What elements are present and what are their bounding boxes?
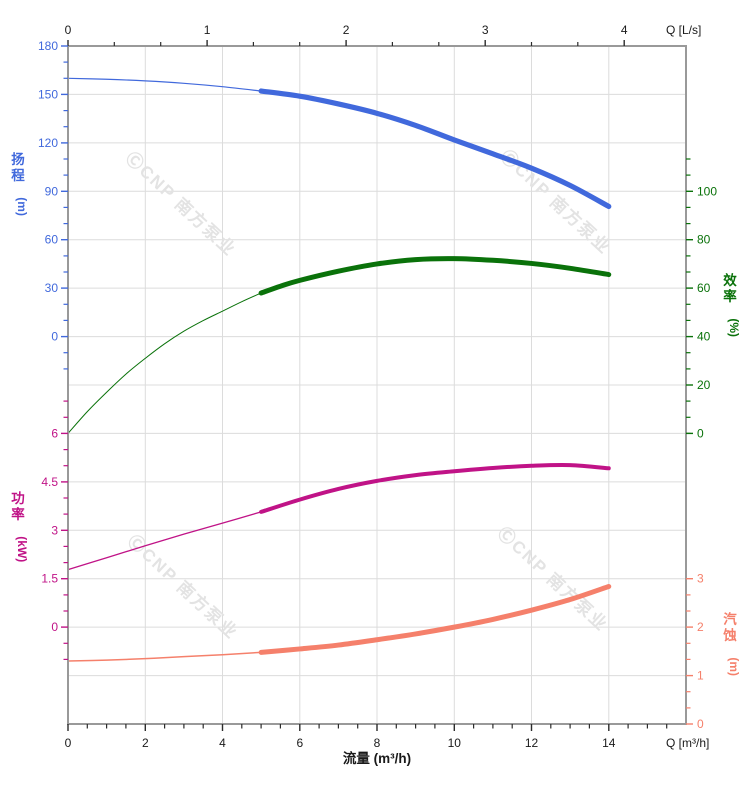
y-axis-unit-head: (m) [15, 197, 29, 216]
y-tick-label: 0 [697, 717, 704, 731]
y-axis-title-power: 功 [11, 491, 25, 506]
y-axis-head: 180 150 120 90 60 30 0 扬程 (m) [11, 39, 68, 370]
y-tick-label: 0 [51, 330, 58, 344]
y-tick-label: 40 [697, 330, 711, 344]
y-axis-unit-power: (kW) [15, 536, 29, 562]
efficiency-curve [258, 256, 612, 296]
power-curve [259, 462, 611, 514]
series-layer [67, 77, 612, 662]
power-curve-thin [67, 511, 262, 571]
y-axis-title-eff: 率 [723, 288, 737, 304]
y-tick-label: 6 [51, 426, 58, 440]
y-tick-label: 1.5 [41, 572, 58, 586]
y-tick-label: 60 [697, 281, 711, 295]
y-tick-label: 2 [697, 620, 704, 634]
y-tick-label: 150 [38, 87, 58, 101]
y-axis-title-head: 程 [11, 168, 25, 183]
gridlines [68, 46, 686, 724]
y-axis-title-npsh: 汽 [723, 611, 737, 627]
x-tick-label: 8 [374, 736, 381, 750]
x-axis-title: 流量 (m³/h) [343, 750, 411, 766]
x-tick-label: 6 [296, 736, 303, 750]
y-tick-label: 100 [697, 184, 717, 198]
x-axis-top: 0 1 2 3 4 Q [L/s] [65, 23, 701, 46]
y-tick-label: 120 [38, 136, 58, 150]
x-tick-label: 14 [602, 736, 616, 750]
x-axis-unit-bottom: Q [m³/h] [666, 736, 709, 750]
x-tick-label: 2 [343, 23, 350, 37]
y-tick-label: 4.5 [41, 475, 58, 489]
x-tick-label: 2 [142, 736, 149, 750]
y-tick-label: 3 [51, 523, 58, 537]
y-axis-title-head: 扬 [11, 151, 25, 167]
x-tick-label: 3 [482, 23, 489, 37]
x-axis-unit-top: Q [L/s] [666, 23, 701, 37]
x-axis-bottom: 0 2 4 6 8 10 12 14 Q [m³/h] 流量 (m³/h) [65, 724, 709, 766]
x-tick-label: 1 [204, 23, 211, 37]
y-axis-power: 6 4.5 3 1.5 0 功率 (kW) [11, 400, 68, 661]
y-tick-label: 0 [697, 426, 704, 440]
y-tick-label: 60 [45, 233, 59, 247]
x-tick-label: 0 [65, 736, 72, 750]
y-tick-label: 90 [45, 184, 59, 198]
y-axis-unit-npsh: (m) [727, 657, 741, 676]
y-axis-title-power: 率 [11, 506, 25, 522]
x-tick-label: 10 [448, 736, 462, 750]
y-tick-label: 30 [45, 281, 59, 295]
efficiency-curve-thin [67, 292, 262, 434]
y-tick-label: 0 [51, 620, 58, 634]
npsh-curve-thin [67, 651, 262, 662]
npsh-curve [258, 583, 612, 655]
x-tick-label: 4 [621, 23, 628, 37]
y-tick-label: 3 [697, 572, 704, 586]
y-tick-label: 20 [697, 378, 711, 392]
y-tick-label: 180 [38, 39, 58, 53]
y-axis-eff: 100 80 60 40 20 0 效率 (%) [686, 158, 741, 440]
head-curve-thin [67, 77, 262, 92]
y-axis-title-npsh: 蚀 [722, 627, 737, 643]
y-tick-label: 1 [697, 669, 704, 683]
x-tick-label: 4 [219, 736, 226, 750]
x-tick-label: 0 [65, 23, 72, 37]
y-axis-npsh: 3 2 1 0 汽蚀 (m) [686, 572, 741, 731]
y-tick-label: 80 [697, 233, 711, 247]
y-axis-unit-eff: (%) [727, 318, 741, 337]
y-axis-title-eff: 效 [723, 272, 737, 288]
head-curve [258, 88, 612, 210]
x-tick-label: 12 [525, 736, 539, 750]
